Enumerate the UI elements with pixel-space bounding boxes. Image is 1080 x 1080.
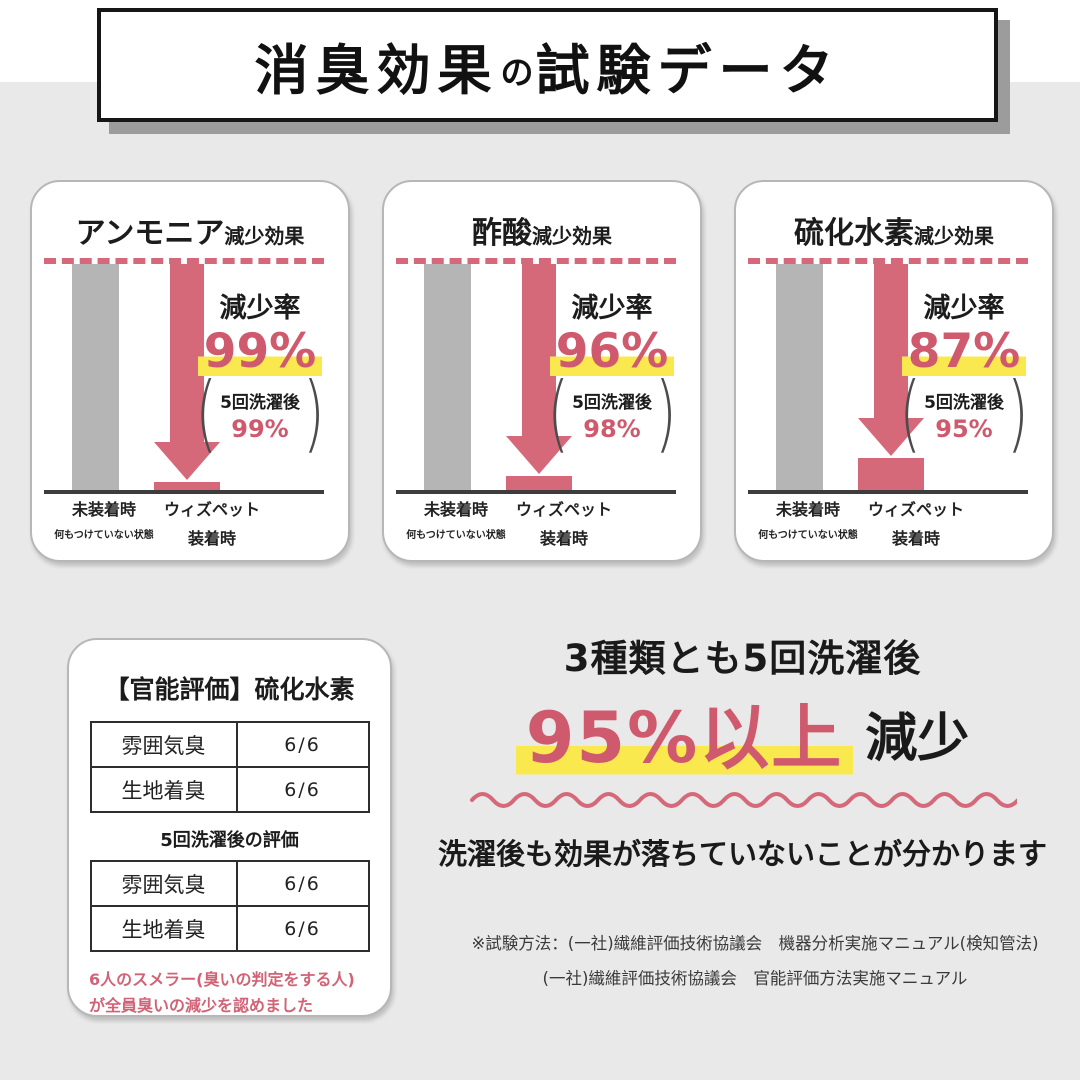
- row-value: 6/6: [235, 860, 370, 907]
- bar-chart: 減少率 99% ( 5回洗濯後 99% ): [44, 258, 325, 494]
- sensory-title: 【官能評価】硫化水素: [104, 675, 355, 704]
- page-title-main: 消臭効果: [254, 38, 499, 102]
- panel-title-suffix: 減少効果: [532, 224, 612, 248]
- summary-big-value: 95%以上: [515, 700, 854, 777]
- panel-title: アンモニア減少効果: [32, 208, 348, 252]
- remaining-bar: [506, 476, 572, 490]
- row-label: 雰囲気臭: [89, 721, 238, 768]
- row-value: 6/6: [235, 766, 370, 813]
- panel-acetic-acid: 酢酸減少効果 減少率 96% ( 5回洗濯後 98% ): [382, 180, 702, 562]
- washed-value: 95%: [935, 414, 993, 443]
- washed-value: 99%: [231, 414, 289, 443]
- rate-value: 96%: [549, 324, 675, 380]
- remaining-bar: [858, 458, 924, 490]
- bar-chart: 減少率 96% ( 5回洗濯後 98% ): [396, 258, 677, 494]
- rate-callout: 減少率 96% ( 5回洗濯後 98% ): [534, 286, 690, 456]
- paren-close: ): [1006, 365, 1029, 464]
- paren-close: ): [302, 365, 325, 464]
- arrow-head-icon: [858, 418, 924, 456]
- row-value: 6/6: [235, 721, 370, 768]
- rate-label: 減少率: [219, 293, 301, 324]
- baseline-bar: [424, 264, 471, 490]
- washed-label: 5回洗濯後: [572, 392, 652, 413]
- table-row: 生地着臭 6/6: [89, 766, 370, 813]
- sensory-table-initial: 雰囲気臭 6/6 生地着臭 6/6: [89, 721, 370, 813]
- panel-hydrogen-sulfide: 硫化水素減少効果 減少率 87% ( 5回洗濯後 95% ): [734, 180, 1054, 562]
- sensory-note-line1: 6人のスメラー(臭いの判定をする人): [89, 970, 355, 989]
- sensory-washed-heading: 5回洗濯後の評価: [160, 830, 299, 851]
- rate-value: 99%: [197, 324, 323, 380]
- summary-line2: 洗濯後も効果が落ちていないことが分かります: [437, 837, 1047, 871]
- footnote-line2: (一社)繊維評価技術協議会 官能評価方法実施マニュアル: [542, 969, 968, 989]
- panel-title-suffix: 減少効果: [224, 224, 305, 248]
- sensory-note-line2: が全員臭いの減少を認めました: [89, 995, 314, 1015]
- panel-title: 酢酸減少効果: [384, 208, 700, 252]
- paren-open: (: [195, 365, 218, 464]
- baseline-bar: [72, 264, 119, 490]
- rate-callout: 減少率 87% ( 5回洗濯後 95% ): [886, 286, 1042, 456]
- row-label: 生地着臭: [89, 766, 238, 813]
- summary-highlight-row: 95%以上 減少: [420, 696, 1065, 777]
- rate-label: 減少率: [923, 293, 1005, 324]
- sensory-evaluation-card: 【官能評価】硫化水素 雰囲気臭 6/6 生地着臭 6/6 5回洗濯後の評価 雰囲…: [67, 638, 392, 1017]
- axis-label-unattached: 未装着時 何もつけていない状態: [406, 500, 506, 541]
- row-label: 雰囲気臭: [89, 860, 238, 907]
- panel-title: 硫化水素減少効果: [736, 208, 1052, 252]
- page-title-particle: の: [500, 53, 534, 92]
- table-row: 雰囲気臭 6/6: [89, 721, 370, 768]
- axis-label-attached: ウィズペット 装着時: [515, 500, 612, 548]
- summary-block: 3種類とも5回洗濯後 95%以上 減少 洗濯後も効果が落ちていないことが分かります: [420, 628, 1065, 873]
- paren-close: ): [654, 365, 677, 464]
- axis-label-attached: ウィズペット 装着時: [163, 500, 260, 548]
- summary-line1: 3種類とも5回洗濯後: [563, 637, 922, 680]
- washed-label: 5回洗濯後: [924, 392, 1004, 413]
- title-banner: 消臭効果 の 試験データ: [97, 8, 998, 122]
- row-value: 6/6: [235, 905, 370, 952]
- rate-value: 87%: [901, 324, 1027, 380]
- paren-open: (: [547, 365, 570, 464]
- axis-label-unattached: 未装着時 何もつけていない状態: [758, 500, 858, 541]
- axis-label-unattached: 未装着時 何もつけていない状態: [54, 500, 154, 541]
- washed-note: ( 5回洗濯後 98% ): [534, 372, 690, 456]
- washed-note: ( 5回洗濯後 95% ): [886, 372, 1042, 456]
- row-label: 生地着臭: [89, 905, 238, 952]
- panel-title-suffix: 減少効果: [914, 224, 994, 248]
- page-title-rest: 試験データ: [535, 38, 841, 102]
- washed-note: ( 5回洗濯後 99% ): [182, 372, 338, 456]
- rate-label: 減少率: [571, 293, 653, 324]
- wavy-underline-icon: [420, 785, 1065, 815]
- arrow-head-icon: [154, 442, 220, 480]
- footnote-line1: ※試験方法：(一社)繊維評価技術協議会 機器分析実施マニュアル(検知管法): [471, 934, 1039, 953]
- remaining-bar: [154, 482, 220, 490]
- panel-title-substance: 酢酸: [472, 216, 532, 251]
- sensory-table-after-wash: 雰囲気臭 6/6 生地着臭 6/6: [89, 860, 370, 952]
- rate-callout: 減少率 99% ( 5回洗濯後 99% ): [182, 286, 338, 456]
- bar-chart: 減少率 87% ( 5回洗濯後 95% ): [748, 258, 1029, 494]
- panel-title-substance: 硫化水素: [794, 216, 914, 251]
- sensory-note: 6人のスメラー(臭いの判定をする人) が全員臭いの減少を認めました: [89, 967, 390, 1018]
- table-row: 雰囲気臭 6/6: [89, 860, 370, 907]
- paren-open: (: [899, 365, 922, 464]
- axis-label-attached: ウィズペット 装着時: [867, 500, 964, 548]
- panel-title-substance: アンモニア: [75, 216, 225, 251]
- baseline-bar: [776, 264, 823, 490]
- summary-big-suffix: 減少: [865, 709, 970, 769]
- arrow-head-icon: [506, 436, 572, 474]
- panel-ammonia: アンモニア減少効果 減少率 99% ( 5回洗濯後 99% ): [30, 180, 350, 562]
- table-row: 生地着臭 6/6: [89, 905, 370, 952]
- washed-value: 98%: [583, 414, 641, 443]
- washed-label: 5回洗濯後: [220, 392, 300, 413]
- test-method-footnote: ※試験方法：(一社)繊維評価技術協議会 機器分析実施マニュアル(検知管法) (一…: [440, 926, 1070, 997]
